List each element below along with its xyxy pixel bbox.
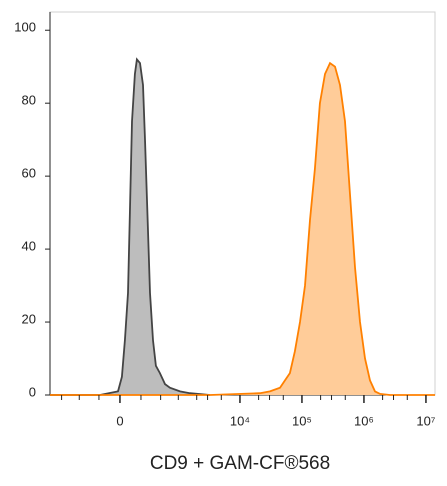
y-tick-label: 60 [22, 166, 36, 181]
y-tick-label: 0 [29, 384, 36, 399]
x-tick-label: 10⁷ [416, 413, 435, 428]
x-tick-label: 10⁴ [230, 413, 250, 428]
x-tick-label: 10⁵ [292, 413, 312, 428]
x-tick-label: 0 [116, 413, 123, 428]
y-tick-label: 40 [22, 239, 36, 254]
x-tick-label: 10⁶ [354, 413, 374, 428]
histogram-line [50, 57, 211, 396]
y-tick-label: 100 [14, 20, 36, 35]
histogram-area [50, 63, 435, 395]
plot-frame [49, 11, 436, 396]
y-tick-label: 20 [22, 311, 36, 326]
histogram-line [50, 61, 435, 396]
x-axis-label: CD9 + GAM-CF®568 [150, 453, 330, 474]
y-tick-label: 80 [22, 93, 36, 108]
